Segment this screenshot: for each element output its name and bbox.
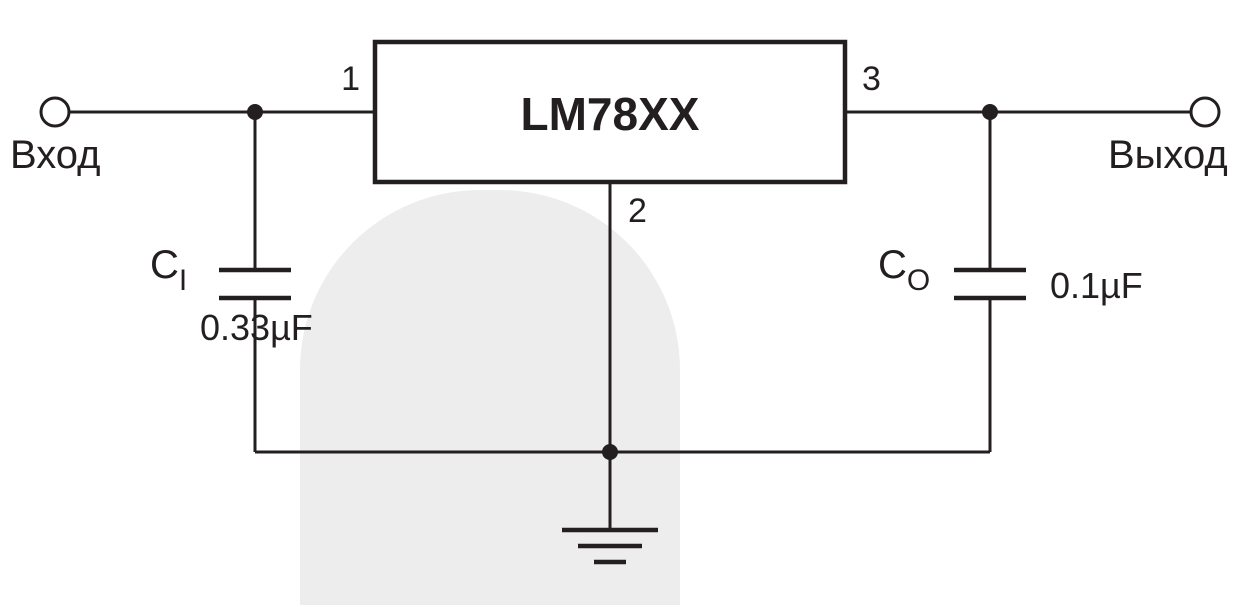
co-name: CO <box>878 243 930 297</box>
co-value: 0.1µF <box>1050 265 1143 306</box>
pin-3-label: 3 <box>862 60 881 98</box>
ci-name: CI <box>150 243 187 297</box>
ci-sub: I <box>179 264 187 297</box>
output-label: Выход <box>1108 133 1228 177</box>
circuit-diagram: LM78XX 1 3 2 Вход Выход CI 0.33µF <box>0 0 1249 607</box>
input-label: Вход <box>10 133 101 177</box>
schematic-svg: LM78XX 1 3 2 Вход Выход CI 0.33µF <box>0 0 1249 607</box>
output-terminal <box>1191 98 1219 126</box>
pin-1-label: 1 <box>341 60 360 98</box>
co-sub: O <box>907 264 930 297</box>
chip-label: LM78XX <box>521 88 700 140</box>
input-terminal <box>41 98 69 126</box>
pin-2-label: 2 <box>628 192 647 230</box>
ci-value: 0.33µF <box>200 307 313 348</box>
